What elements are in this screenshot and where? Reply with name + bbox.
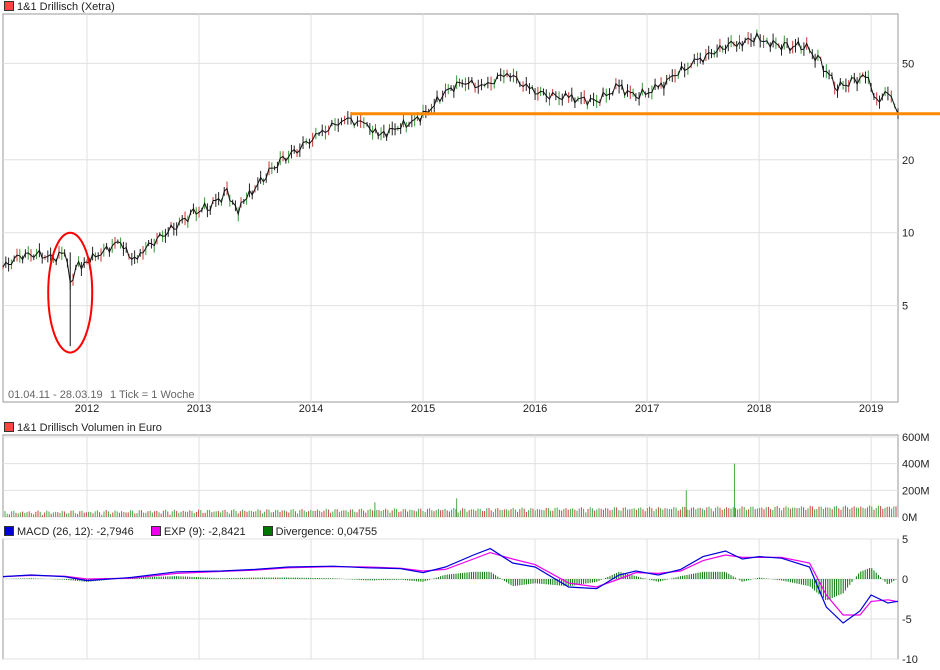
price-line [2,31,899,284]
price-series [2,29,940,354]
x-tick-label: 2012 [75,403,99,415]
exp-label: EXP (9): -2,8421 [163,526,246,538]
volume-bars [4,463,897,517]
volume-title: 1&1 Drillisch Volumen in Euro [17,422,162,434]
price-title: 1&1 Drillisch (Xetra) [17,1,115,13]
volume-swatch [4,422,14,432]
volume-y-tick-label: 400M [902,459,930,471]
x-tick-label: 2016 [523,403,547,415]
divergence-swatch [262,526,273,536]
price-plot-frame [2,13,899,403]
divergence-label: Divergence: 0,04755 [275,526,378,538]
exp-swatch [150,526,161,536]
macd-line [2,547,899,624]
x-tick-label: 2014 [299,403,323,415]
price-y-tick-label: 5 [902,301,908,313]
macd-y-tick-label: 0 [902,574,908,586]
volume-y-tick-label: 0M [902,512,917,524]
tick-info-label: 1 Tick = 1 Woche [110,389,194,401]
x-tick-label: 2015 [411,403,435,415]
price-y-tick-label: 10 [902,228,914,240]
x-tick-label: 2019 [859,403,883,415]
x-tick-label: 2017 [635,403,659,415]
price-swatch [4,1,14,11]
volume-y-tick-label: 600M [902,432,930,444]
macd-y-tick-label: 5 [902,534,908,546]
volume-plot-frame [2,434,899,518]
x-tick-label: 2018 [747,403,771,415]
macd-y-tick-label: -10 [902,654,918,666]
price-y-tick-label: 20 [902,155,914,167]
macd-plot-frame [2,538,899,660]
macd-legend: MACD (26, 12): -2,7946 EXP (9): -2,8421 … [4,525,377,539]
price-legend: 1&1 Drillisch (Xetra) [4,0,115,14]
price-grid [3,14,898,402]
volume-y-tick-label: 200M [902,485,930,497]
macd-y-tick-label: -5 [902,614,912,626]
macd-series [2,547,899,624]
macd-swatch [4,526,14,536]
highlight-ellipse [47,231,94,354]
volume-legend: 1&1 Drillisch Volumen in Euro [4,421,162,435]
price-y-tick-label: 50 [902,58,914,70]
macd-label: MACD (26, 12): -2,7946 [17,526,134,538]
date-range-label: 01.04.11 - 28.03.19 [8,389,103,401]
x-tick-label: 2013 [187,403,211,415]
